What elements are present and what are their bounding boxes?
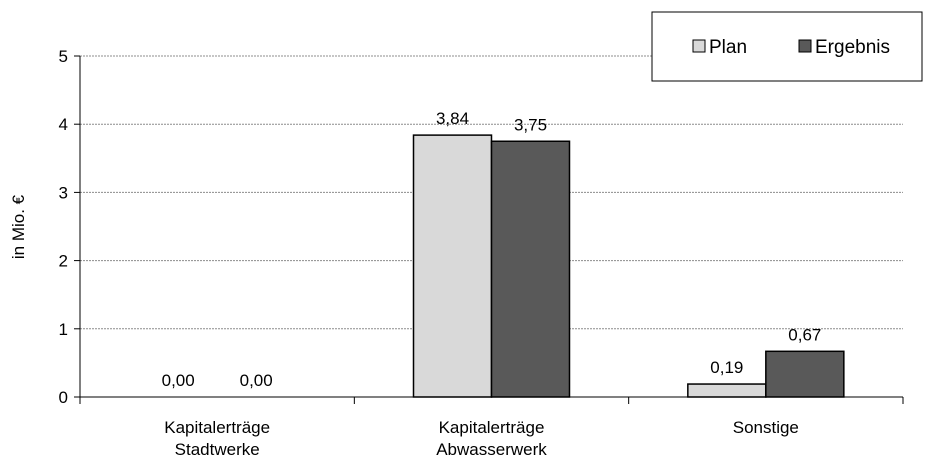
data-label: 0,00 [240,371,273,390]
data-label: 0,00 [162,371,195,390]
bars [412,134,845,398]
legend-swatch-plan [692,39,706,53]
y-tick-label: 3 [59,183,68,202]
legend-swatch-ergebnis [798,39,812,53]
x-category-label: Kapitalerträge [164,418,270,437]
legend: Plan Ergebnis [651,11,923,82]
y-tick-label: 0 [59,388,68,407]
x-category-label: Kapitalerträge [439,418,545,437]
bar-plan [412,134,493,398]
y-tick-label: 4 [59,115,68,134]
data-label: 0,67 [788,325,821,344]
data-label: 0,19 [710,358,743,377]
legend-label-ergebnis: Ergebnis [815,37,890,58]
x-category-label: Stadtwerke [175,440,260,459]
y-axis-title: in Mio. € [9,194,28,259]
data-label: 3,75 [514,115,547,134]
bar-plan [687,383,767,398]
x-category-label: Sonstige [733,418,799,437]
y-tick-label: 2 [59,252,68,271]
x-category-label: Abwasserwerk [436,440,547,459]
bar-ergebnis [765,350,845,398]
data-labels: 0,00 0,00 3,84 3,75 0,19 0,67 [162,109,822,390]
y-tick-label: 5 [59,47,68,66]
bar-ergebnis [490,140,571,398]
legend-label-plan: Plan [709,37,747,58]
y-tick-label: 1 [59,320,68,339]
data-label: 3,84 [436,109,469,128]
